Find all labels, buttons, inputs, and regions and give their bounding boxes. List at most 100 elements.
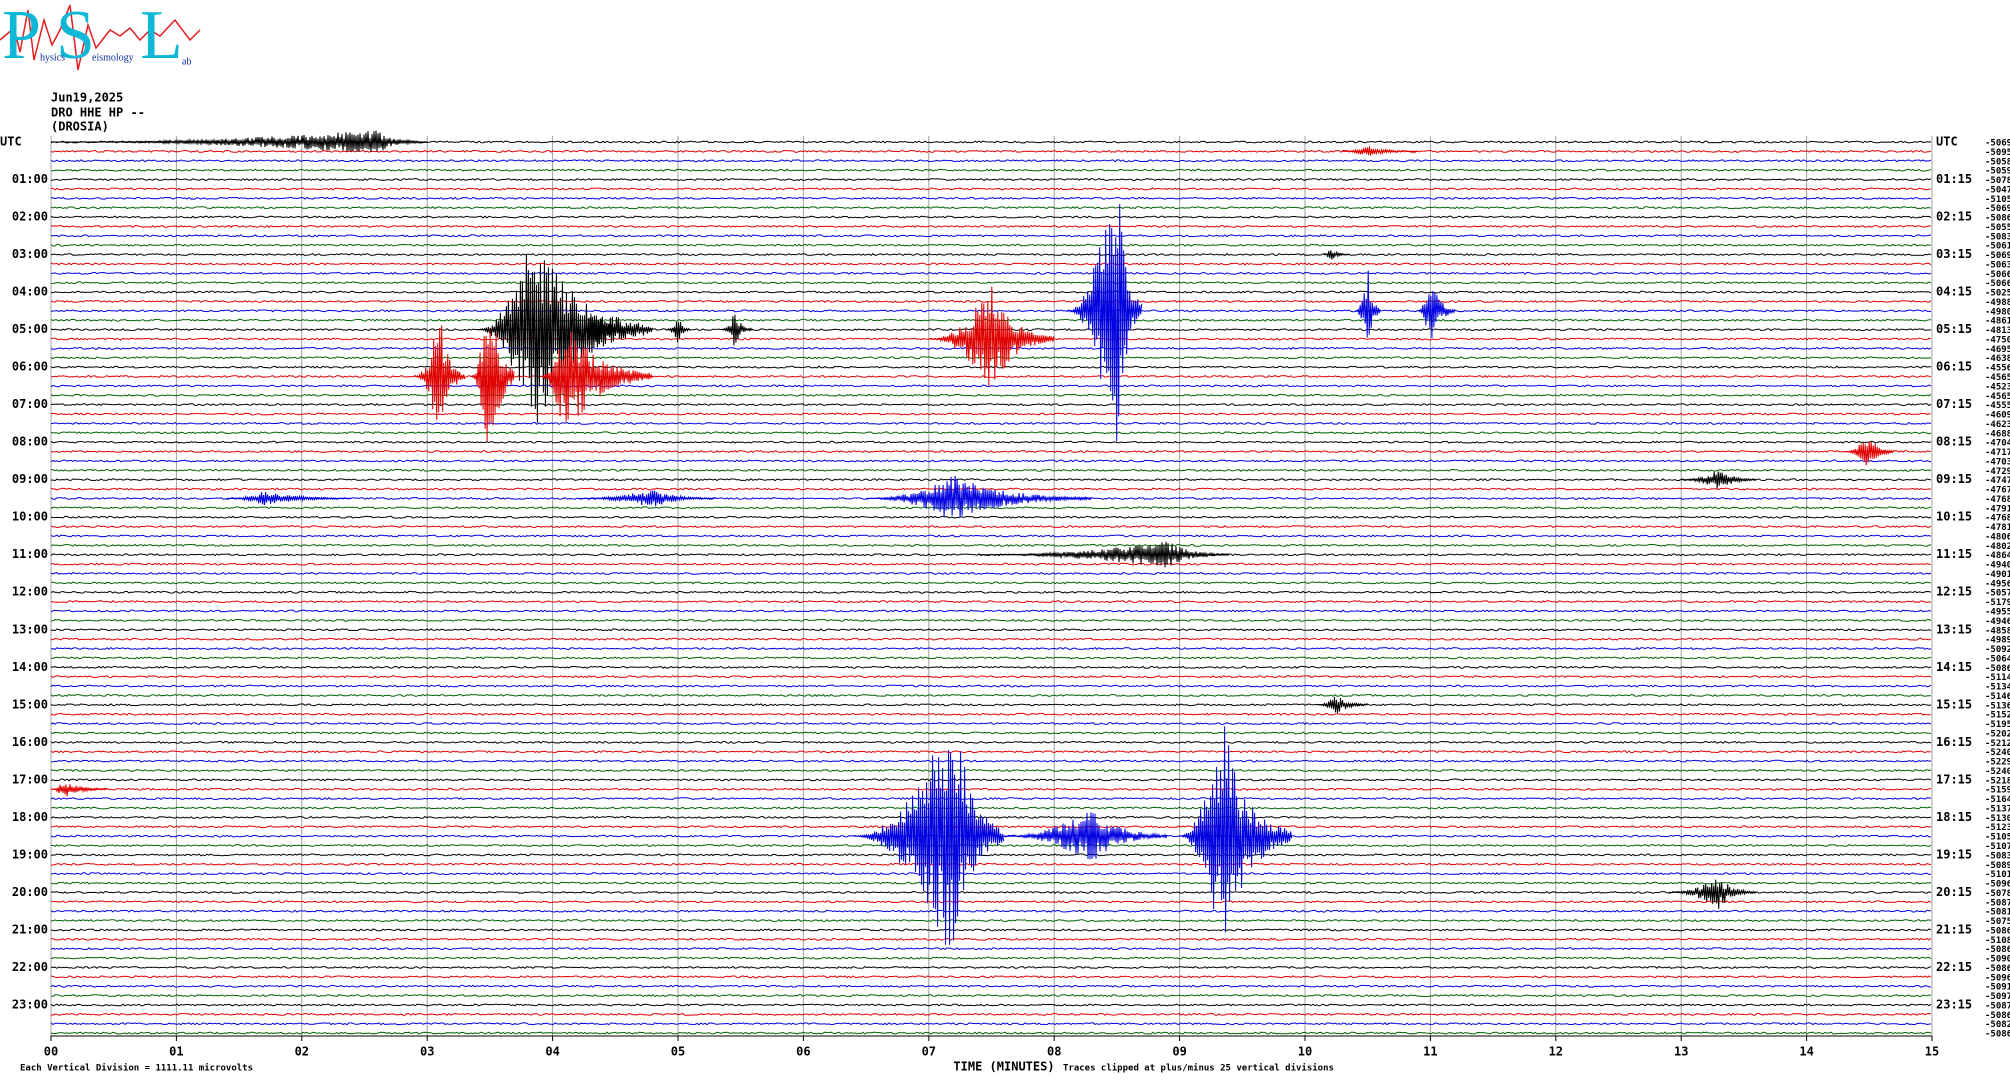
seismic-event bbox=[1681, 471, 1757, 489]
x-tick-label: 10 bbox=[1298, 1045, 1312, 1059]
seismic-event bbox=[1355, 270, 1381, 338]
trace bbox=[50, 159, 1932, 163]
x-tick-label: 09 bbox=[1172, 1045, 1186, 1059]
row-offset: -4989 bbox=[1985, 636, 2010, 646]
trace bbox=[50, 421, 1932, 425]
seismic-event bbox=[853, 749, 1005, 945]
trace bbox=[50, 665, 1932, 669]
row-offset: -5086 bbox=[1985, 664, 2010, 674]
trace bbox=[51, 168, 1932, 172]
row-offset: -5086 bbox=[1985, 214, 2010, 224]
trace bbox=[50, 224, 1932, 228]
trace bbox=[50, 684, 1932, 688]
row-offset: -5105 bbox=[1985, 833, 2010, 843]
row-time-label: 09:15 bbox=[1936, 472, 1972, 486]
date: Jun19,2025 bbox=[51, 91, 123, 105]
row-offset: -4768 bbox=[1985, 514, 2010, 524]
row-time-label: 07:00 bbox=[12, 397, 48, 411]
site: (DROSIA) bbox=[51, 120, 109, 134]
clip-note: Traces clipped at plus/minus 25 vertical… bbox=[1063, 1063, 1334, 1074]
row-time-label: 21:00 bbox=[12, 922, 48, 936]
trace bbox=[50, 740, 1932, 744]
row-offset: -5136 bbox=[1985, 701, 2010, 711]
trace bbox=[50, 562, 1932, 566]
trace bbox=[50, 196, 1932, 200]
seismic-event bbox=[51, 784, 108, 797]
trace bbox=[50, 965, 1932, 969]
trace bbox=[50, 881, 1932, 885]
row-time-label: 01:00 bbox=[12, 172, 48, 186]
trace bbox=[50, 187, 1932, 191]
row-time-label: 18:00 bbox=[12, 810, 48, 824]
trace bbox=[51, 581, 1932, 585]
row-offset: -4956 bbox=[1985, 579, 2010, 589]
row-offset: -5069 bbox=[1985, 251, 2010, 261]
row-offset: -5025 bbox=[1985, 289, 2010, 299]
row-offset: -5078 bbox=[1985, 176, 2010, 186]
row-offset: -5086 bbox=[1985, 945, 2010, 955]
row-time-label: 10:15 bbox=[1936, 510, 1972, 524]
row-offset: -5061 bbox=[1985, 242, 2010, 252]
row-offset: -4703 bbox=[1985, 457, 2010, 467]
seismic-event bbox=[470, 330, 515, 442]
row-offset: -5063 bbox=[1985, 260, 2010, 270]
seismic-event bbox=[1342, 146, 1418, 156]
row-offset: -5069 bbox=[1985, 139, 2010, 149]
trace bbox=[50, 1031, 1932, 1035]
trace bbox=[50, 797, 1932, 801]
trace bbox=[50, 459, 1932, 463]
trace bbox=[50, 909, 1931, 913]
seismic-event bbox=[665, 321, 691, 343]
row-time-label: 10:00 bbox=[12, 510, 48, 524]
row-time-label: 19:15 bbox=[1936, 847, 1972, 861]
seismic-event bbox=[1844, 441, 1895, 466]
row-offset: -5107 bbox=[1985, 842, 2010, 852]
row-offset: -5058 bbox=[1985, 157, 2010, 167]
trace bbox=[50, 271, 1932, 275]
row-offset: -5164 bbox=[1985, 795, 2010, 805]
row-offset: -5101 bbox=[1985, 870, 2010, 880]
trace bbox=[50, 515, 1932, 519]
row-offset: -4609 bbox=[1985, 411, 2010, 421]
trace bbox=[50, 1012, 1932, 1016]
row-time-label: UTC bbox=[1936, 135, 1958, 149]
x-tick-label: 03 bbox=[420, 1045, 434, 1059]
events bbox=[51, 130, 1895, 945]
trace bbox=[50, 571, 1932, 576]
trace bbox=[50, 403, 1932, 407]
trace bbox=[50, 815, 1932, 819]
row-offset: -5059 bbox=[1985, 167, 2010, 177]
row-offset: -5095 bbox=[1985, 148, 2010, 158]
logo: P S L hysics eismology ab bbox=[0, 0, 201, 74]
row-offset: -5078 bbox=[1985, 889, 2010, 899]
row-offset: -4955 bbox=[1985, 608, 2010, 618]
row-offset: -5108 bbox=[1985, 936, 2010, 946]
scale-note: Each Vertical Division = 1111.11 microvo… bbox=[20, 1063, 253, 1074]
trace bbox=[50, 543, 1932, 547]
trace bbox=[50, 450, 1932, 454]
trace bbox=[50, 806, 1932, 810]
row-offset: -5146 bbox=[1985, 692, 2010, 702]
x-tick-label: 06 bbox=[796, 1045, 810, 1059]
x-tick-label: 13 bbox=[1674, 1045, 1688, 1059]
seismic-event bbox=[1179, 726, 1293, 933]
row-offset: -5218 bbox=[1985, 776, 2010, 786]
x-tick-label: 05 bbox=[671, 1045, 685, 1059]
x-tick-label: 11 bbox=[1423, 1045, 1437, 1059]
row-offset: -5083 bbox=[1985, 851, 2010, 861]
x-tick-label: 15 bbox=[1925, 1045, 1939, 1059]
row-offset: -4688 bbox=[1985, 429, 2010, 439]
trace bbox=[50, 234, 1932, 238]
trace bbox=[50, 384, 1932, 388]
row-offset: -5152 bbox=[1985, 711, 2010, 721]
row-offset: -5055 bbox=[1985, 223, 2010, 233]
row-time-label: 06:00 bbox=[12, 360, 48, 374]
row-offset: -5096 bbox=[1985, 880, 2010, 890]
row-offset: -4704 bbox=[1985, 439, 2010, 449]
trace bbox=[50, 750, 1932, 754]
row-offset: -4768 bbox=[1985, 495, 2010, 505]
trace bbox=[50, 253, 1932, 257]
row-offset: -5097 bbox=[1985, 992, 2010, 1002]
row-time-label: 08:00 bbox=[12, 435, 48, 449]
